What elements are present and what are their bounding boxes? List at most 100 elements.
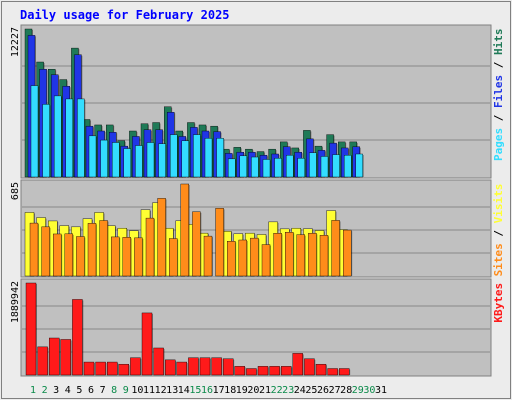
bar-pages bbox=[123, 148, 132, 178]
series-sites bbox=[29, 183, 353, 277]
bar-kbytes bbox=[106, 361, 118, 376]
bar-sites bbox=[261, 244, 271, 277]
panel-hits-files-pages: 12227 Pages / Files / Hits bbox=[10, 24, 505, 179]
bar-kbytes bbox=[49, 337, 60, 376]
bar-kbytes bbox=[130, 357, 141, 376]
bar-pages bbox=[309, 152, 317, 178]
bar-sites bbox=[110, 236, 120, 277]
bar-kbytes bbox=[118, 363, 130, 376]
bar-pages bbox=[262, 159, 271, 178]
bar-sites bbox=[99, 220, 108, 277]
day-label: 6 bbox=[88, 385, 94, 396]
side-label-part: / bbox=[492, 223, 505, 243]
bar-sites bbox=[157, 198, 166, 277]
bar-pages bbox=[135, 145, 143, 178]
day-label: 1 bbox=[30, 385, 36, 396]
bar-sites bbox=[168, 238, 178, 277]
side-label-part: / bbox=[492, 55, 505, 75]
day-label: 20 bbox=[247, 385, 259, 396]
day-label: 2 bbox=[42, 385, 48, 396]
bar-kbytes bbox=[246, 368, 257, 376]
bar-sites bbox=[145, 217, 155, 277]
side-label-part: Sites bbox=[492, 243, 505, 276]
bar-kbytes bbox=[164, 359, 176, 376]
side-label-part: / bbox=[492, 108, 505, 128]
bar-pages bbox=[227, 158, 236, 178]
day-label: 22 bbox=[271, 385, 283, 396]
bar-sites bbox=[215, 208, 224, 277]
bar-kbytes bbox=[153, 347, 164, 376]
bar-sites bbox=[319, 235, 329, 277]
bar-kbytes bbox=[199, 357, 211, 376]
bar-kbytes bbox=[95, 361, 106, 376]
side-label-part: Pages bbox=[492, 128, 505, 161]
day-label: 10 bbox=[131, 385, 143, 396]
panel-background bbox=[20, 278, 492, 377]
day-label: 13 bbox=[166, 385, 178, 396]
day-label: 16 bbox=[201, 385, 213, 396]
side-label-part: Files bbox=[492, 75, 505, 108]
bar-pages bbox=[158, 143, 166, 178]
bar-sites bbox=[29, 222, 39, 277]
day-axis-labels: 1 2 3 4 5 6 7 8 9 10 11 12 13 14 15 16 17 18 19 20 21 22 23 24 2… bbox=[30, 385, 387, 396]
day-label: 24 bbox=[294, 385, 306, 396]
day-label: 5 bbox=[76, 385, 82, 396]
bar-pages bbox=[77, 98, 85, 178]
bar-pages bbox=[65, 98, 74, 178]
day-label: 31 bbox=[375, 385, 387, 396]
day-label: 15 bbox=[189, 385, 201, 396]
bar-kbytes bbox=[222, 358, 234, 376]
series-pages bbox=[30, 85, 364, 178]
bar-pages bbox=[320, 156, 329, 178]
y-max-label: 1889942 bbox=[10, 281, 21, 323]
bar-pages bbox=[355, 153, 363, 178]
day-label: 8 bbox=[111, 385, 117, 396]
day-label: 25 bbox=[305, 385, 317, 396]
day-label: 18 bbox=[224, 385, 236, 396]
bar-kbytes bbox=[72, 299, 83, 376]
series-side-label: KBytes bbox=[492, 283, 505, 323]
bar-kbytes bbox=[281, 366, 292, 376]
day-label: 30 bbox=[363, 385, 375, 396]
series-kbytes bbox=[25, 282, 351, 376]
day-label: 28 bbox=[340, 385, 352, 396]
day-label: 4 bbox=[65, 385, 71, 396]
bar-pages bbox=[251, 156, 259, 178]
bar-kbytes bbox=[315, 363, 327, 376]
bar-pages bbox=[297, 158, 305, 178]
side-label-part: Visits bbox=[492, 184, 505, 224]
chart-title: Daily usage for February 2025 bbox=[20, 8, 230, 22]
day-label: 14 bbox=[178, 385, 190, 396]
bar-pages bbox=[169, 134, 178, 178]
bar-kbytes bbox=[37, 346, 48, 376]
bar-kbytes bbox=[211, 357, 222, 376]
day-label: 9 bbox=[123, 385, 129, 396]
bar-sites bbox=[296, 234, 305, 277]
day-label: 29 bbox=[352, 385, 364, 396]
bar-kbytes bbox=[257, 366, 269, 376]
panel-visits-sites: 685 Sites / Visits bbox=[10, 179, 505, 278]
bar-kbytes bbox=[25, 282, 37, 376]
series-side-label: Pages / Files / Hits bbox=[492, 29, 505, 162]
bar-kbytes bbox=[141, 312, 153, 376]
bar-sites bbox=[285, 232, 294, 277]
day-label: 23 bbox=[282, 385, 294, 396]
bar-kbytes bbox=[304, 358, 315, 376]
bar-kbytes bbox=[60, 339, 71, 376]
bar-sites bbox=[180, 183, 190, 277]
bar-sites bbox=[53, 233, 62, 277]
panel-kbytes: 1889942 KBytes bbox=[10, 278, 505, 377]
bar-pages bbox=[42, 104, 50, 178]
bar-pages bbox=[204, 138, 213, 178]
bar-kbytes bbox=[188, 357, 199, 376]
bar-kbytes bbox=[83, 361, 95, 376]
day-label: 26 bbox=[317, 385, 329, 396]
bar-sites bbox=[226, 241, 236, 277]
side-label-part: KBytes bbox=[492, 283, 505, 323]
day-label: 7 bbox=[100, 385, 106, 396]
bar-sites bbox=[273, 233, 282, 277]
bar-sites bbox=[343, 229, 352, 277]
bar-kbytes bbox=[339, 368, 350, 376]
